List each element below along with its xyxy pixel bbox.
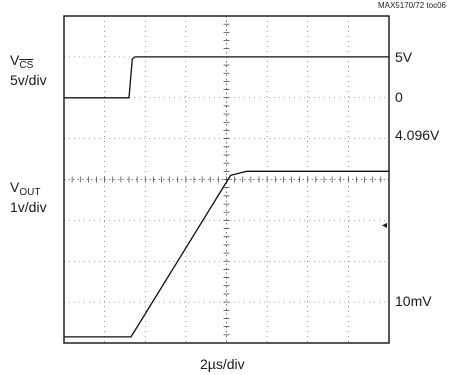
vout-level-high: 4.096V — [395, 127, 440, 143]
cs-channel-label-sub: CS — [19, 60, 34, 71]
traces — [64, 56, 389, 338]
vout-level-low: 10mV — [395, 293, 432, 309]
vout-channel-label-main: V — [10, 179, 20, 195]
plot-frame — [63, 15, 390, 344]
cs-channel-label-main: V — [10, 52, 20, 68]
grid — [64, 16, 389, 343]
x-axis-label: 2µs/div — [200, 356, 245, 372]
top-trace — [64, 56, 389, 99]
vout-channel-label: VOUT — [10, 179, 40, 201]
bottom-trace — [64, 170, 389, 338]
cs-channel-label: VCS — [10, 52, 33, 74]
cs-level-high: 5V — [395, 49, 413, 65]
vout-channel-scale: 1v/div — [10, 199, 47, 215]
cs-channel-scale: 5v/div — [10, 72, 47, 88]
figure-tag: MAX5170/72 toc06 — [377, 1, 446, 10]
trigger-marker: ◂ — [382, 220, 388, 231]
cs-level-low: 0 — [395, 89, 403, 105]
vout-channel-label-sub: OUT — [19, 187, 41, 198]
